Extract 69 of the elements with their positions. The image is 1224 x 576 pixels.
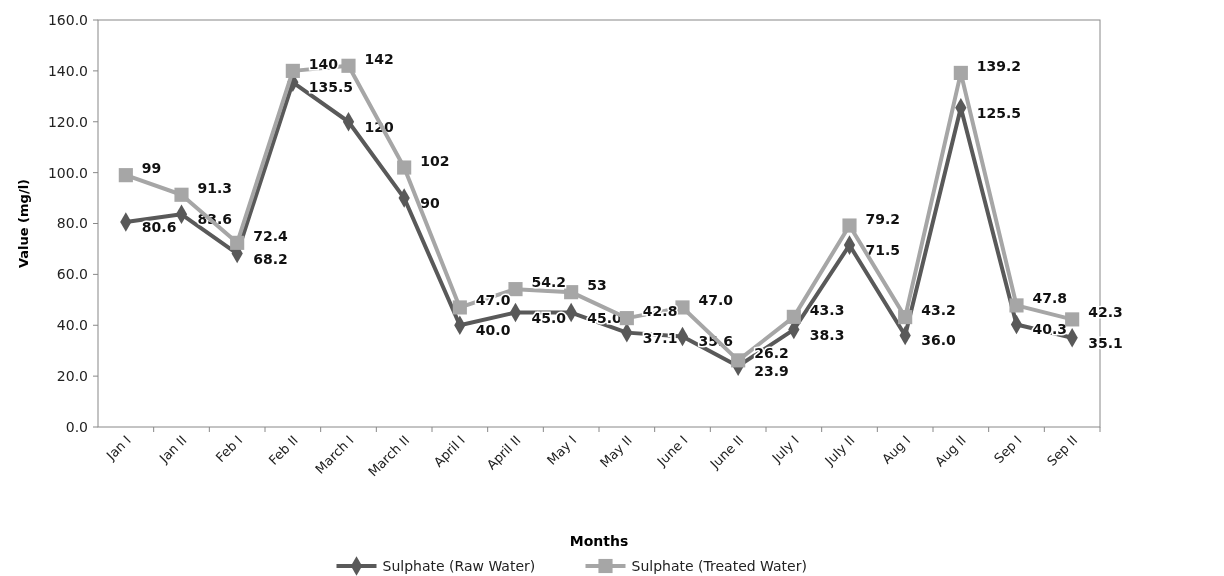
x-tick-label: Jan II — [155, 432, 190, 467]
point — [118, 168, 133, 183]
point — [397, 160, 412, 175]
data-label: 43.3 — [809, 301, 845, 318]
y-tick-label: 20.0 — [56, 368, 88, 385]
legend-label: Sulphate (Treated Water) — [631, 557, 807, 574]
data-label: 36.0 — [921, 332, 956, 349]
x-axis-title: Months — [569, 533, 629, 549]
data-label: 135.5 — [308, 79, 354, 96]
data-label: 139.2 — [976, 57, 1022, 74]
data-label: 99 — [141, 160, 162, 177]
point — [619, 311, 634, 326]
point — [898, 310, 913, 325]
data-label: 35.1 — [1088, 334, 1123, 351]
point — [508, 282, 523, 297]
data-label: 47.0 — [475, 292, 511, 309]
point — [1009, 298, 1024, 313]
data-label: 53 — [587, 277, 607, 294]
data-label: 142 — [364, 50, 394, 67]
data-label: 43.2 — [921, 302, 956, 319]
point — [675, 300, 690, 315]
y-tick-label: 140.0 — [47, 62, 88, 79]
point — [285, 63, 300, 78]
data-label: 125.5 — [976, 104, 1022, 121]
point — [953, 65, 968, 80]
point — [564, 285, 579, 300]
data-label: 47.0 — [698, 292, 734, 309]
point — [731, 353, 746, 368]
data-label: 42.3 — [1088, 304, 1123, 321]
point — [174, 187, 189, 202]
point — [786, 309, 801, 324]
data-label: 91.3 — [197, 179, 233, 196]
point — [452, 300, 467, 315]
data-label: 90 — [420, 195, 440, 212]
x-tick-label: Aug II — [932, 432, 969, 470]
data-label: 71.5 — [865, 242, 901, 259]
y-tick-label: 120.0 — [47, 113, 88, 130]
y-tick-label: 100.0 — [47, 164, 88, 181]
x-tick-label: Sep II — [1044, 432, 1081, 469]
data-label: 54.2 — [531, 274, 567, 291]
point — [842, 218, 857, 233]
x-tick-label: Jan I — [102, 432, 134, 464]
x-tick-label: Feb II — [265, 432, 301, 468]
y-tick-label: 60.0 — [56, 266, 88, 283]
data-label: 102 — [420, 152, 450, 169]
data-label: 23.9 — [754, 363, 789, 380]
y-axis-title: Value (mg/l) — [16, 178, 31, 269]
data-label: 72.4 — [253, 227, 288, 244]
data-label: 42.8 — [642, 303, 678, 320]
data-label: 80.6 — [141, 218, 177, 235]
y-tick-label: 160.0 — [47, 11, 88, 28]
data-label: 45.0 — [531, 309, 567, 326]
y-tick-label: 0.0 — [65, 418, 88, 435]
data-label: 79.2 — [865, 210, 901, 227]
point — [230, 235, 245, 250]
point — [341, 58, 356, 73]
x-tick-label: Feb I — [212, 432, 246, 466]
y-tick-label: 80.0 — [56, 215, 88, 232]
data-label: 68.2 — [253, 250, 288, 267]
x-tick-label: May II — [596, 432, 635, 471]
y-tick-label: 40.0 — [56, 317, 88, 334]
data-label: 140 — [308, 55, 339, 72]
data-label: 47.8 — [1032, 290, 1068, 307]
legend-label: Sulphate (Raw Water) — [382, 557, 536, 574]
point — [1065, 312, 1080, 327]
data-label: 40.0 — [475, 322, 511, 339]
data-label: 38.3 — [809, 326, 845, 343]
x-tick-label: Sep I — [991, 432, 1025, 467]
data-label: 26.2 — [754, 345, 789, 362]
